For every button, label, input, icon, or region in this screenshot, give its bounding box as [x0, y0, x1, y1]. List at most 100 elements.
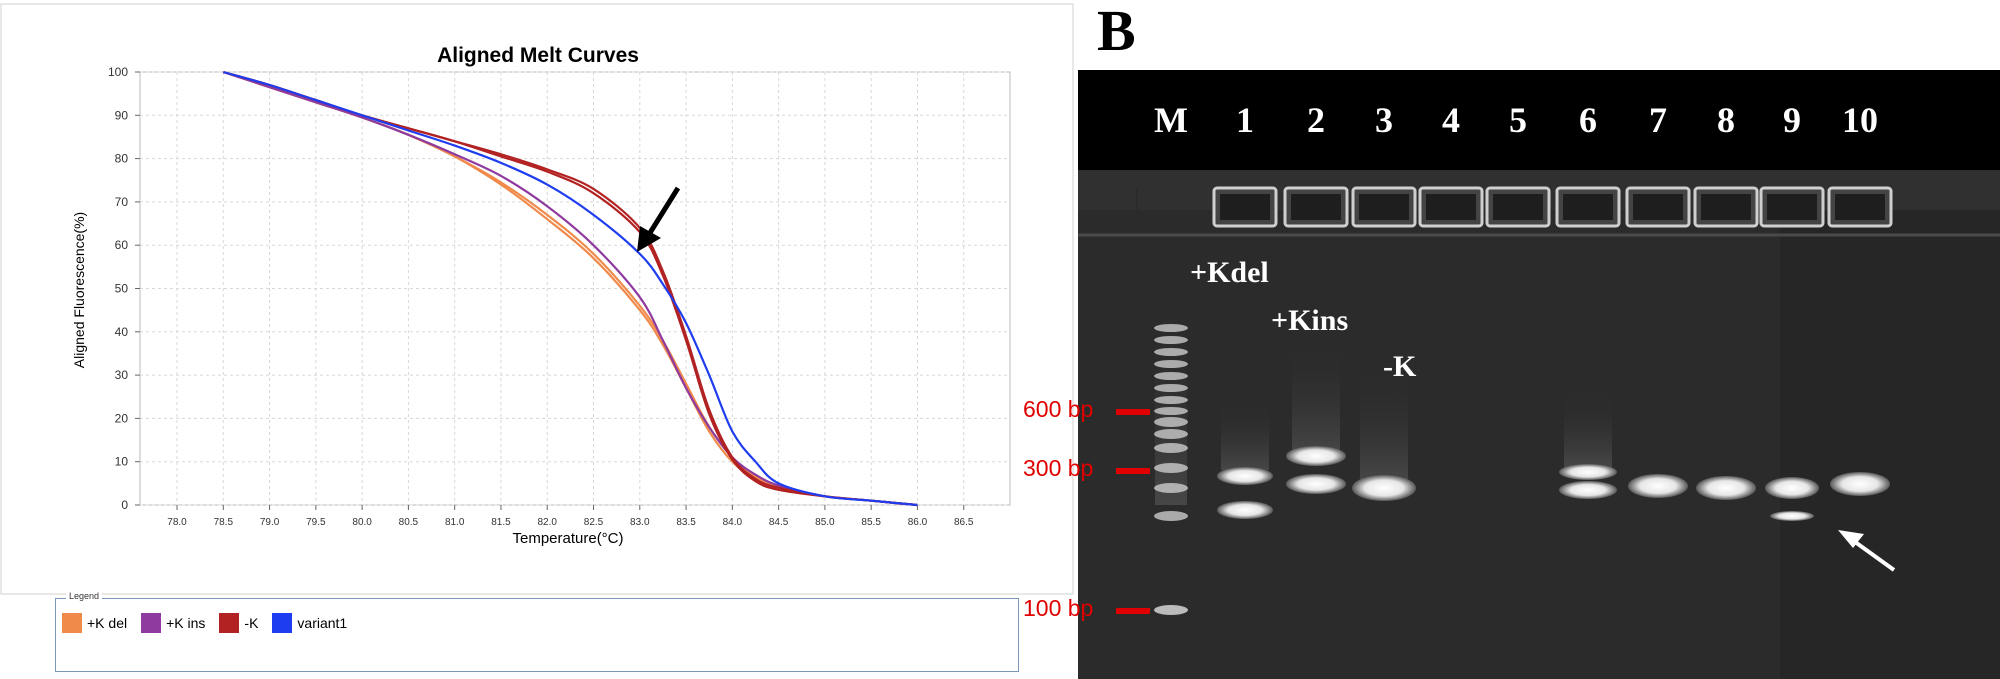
sample-label-kins: +Kins [1271, 304, 1348, 337]
lane-label-2: 2 [1307, 100, 1325, 140]
well-inner [1426, 194, 1476, 220]
lane-smear [1292, 340, 1340, 455]
lane-label-4: 4 [1442, 100, 1460, 140]
ladder-band [1154, 407, 1188, 415]
band-lane-3 [1352, 475, 1416, 501]
y-tick-label: 0 [121, 498, 128, 512]
ladder-band [1154, 429, 1188, 439]
sample-label-kdel: +Kdel [1190, 256, 1269, 289]
well-inner [1835, 194, 1885, 220]
lane-label-5: 5 [1509, 100, 1527, 140]
legend-item: +K ins [141, 613, 205, 633]
band-lane-6 [1559, 481, 1617, 499]
wells [1136, 186, 1893, 228]
x-tick-label: 78.0 [167, 517, 187, 528]
melt-curve-chart: Aligned Melt Curves 78.0 78.5 79.0 79.5 80.0… [0, 3, 1074, 595]
lane-labels: M 1 2 3 4 5 6 7 8 9 10 [1154, 100, 1878, 140]
panel-b-gel: M 1 2 3 4 5 6 7 8 9 10 +Kdel +Kins -K 600 bp 300 b… [1023, 70, 2000, 679]
lane-label-6: 6 [1579, 100, 1597, 140]
gel-header [1078, 70, 2000, 170]
legend-label-minus-k: -K [244, 615, 259, 631]
panel-b-label: B [1097, 0, 1136, 63]
y-tick-label: 40 [115, 325, 129, 339]
ladder-band [1154, 348, 1188, 356]
lane-label-3: 3 [1375, 100, 1393, 140]
y-tick-label: 90 [115, 108, 129, 122]
lane-smear [1221, 400, 1269, 470]
x-tick-label: 84.0 [723, 517, 743, 528]
gel-image: M 1 2 3 4 5 6 7 8 9 10 +Kdel +Kins -K [1078, 70, 2000, 679]
band-lane-1 [1217, 467, 1273, 485]
y-tick-label: 60 [115, 238, 129, 252]
chart-title: Aligned Melt Curves [437, 44, 639, 67]
x-tick-label: 79.5 [306, 517, 326, 528]
x-tick-label: 85.0 [815, 517, 835, 528]
ladder-band [1154, 384, 1188, 392]
y-tick-label: 50 [115, 282, 129, 296]
x-tick-label: 83.0 [630, 517, 650, 528]
ladder-band [1154, 372, 1188, 380]
grid [139, 71, 1011, 506]
legend-title: Legend [66, 591, 103, 601]
lane-label-1: 1 [1236, 100, 1254, 140]
legend: Legend +K del +K ins -K variant1 [55, 591, 1019, 672]
x-tick-label: 78.5 [214, 517, 234, 528]
legend-swatch-k-del [62, 613, 82, 633]
marker-label-100: 100 bp [1023, 595, 1094, 621]
ladder-band [1154, 483, 1188, 493]
ladder-band [1154, 360, 1188, 368]
band-lane-2 [1286, 474, 1346, 494]
well-inner [1767, 194, 1817, 220]
band-lane-8 [1696, 476, 1756, 500]
x-tick-label: 80.0 [352, 517, 372, 528]
legend-label-k-del: +K del [87, 615, 128, 631]
well-inner [1633, 194, 1683, 220]
marker-label-600: 600 bp [1023, 396, 1094, 422]
lane-label-10: 10 [1842, 100, 1878, 140]
lane9-arrow [1838, 530, 1896, 572]
ladder-band [1154, 417, 1188, 427]
band-lane-9 [1765, 477, 1819, 499]
legend-swatch-variant1 [272, 613, 293, 633]
x-tick-label: 83.5 [676, 517, 696, 528]
y-tick-label: 30 [115, 368, 129, 382]
well-inner [1493, 194, 1543, 220]
legend-item: variant1 [272, 613, 347, 633]
axes: 78.0 78.5 79.0 79.5 80.0 80.5 81.0 81.5 82.0 82.5… [108, 65, 974, 528]
well-inner [1563, 194, 1613, 220]
y-tick-label: 20 [115, 411, 129, 425]
x-tick-label: 80.5 [399, 517, 419, 528]
ladder-band [1154, 463, 1188, 473]
legend-item: +K del [62, 613, 127, 633]
x-axis-label: Temperature(°C) [512, 530, 623, 547]
well-inner [1220, 194, 1270, 220]
y-tick-label: 10 [115, 455, 129, 469]
series-line--k-ins-2 [222, 70, 918, 507]
band-lane-2 [1286, 446, 1346, 466]
marker-tick-100 [1116, 608, 1150, 614]
lane-smear [1564, 390, 1612, 468]
y-tick-label: 70 [115, 195, 129, 209]
marker-tick-600 [1116, 409, 1150, 415]
annotation-arrow [637, 186, 681, 252]
legend-item: -K [219, 613, 258, 633]
x-tick-label: 86.5 [954, 517, 974, 528]
ladder-band [1154, 324, 1188, 332]
legend-label-variant1: variant1 [297, 615, 348, 631]
x-tick-label: 81.0 [445, 517, 465, 528]
x-tick-label: 79.0 [260, 517, 280, 528]
x-tick-label: 86.0 [908, 517, 928, 528]
lane-label-9: 9 [1783, 100, 1801, 140]
y-tick-label: 80 [115, 152, 129, 166]
x-tick-label: 84.5 [769, 517, 789, 528]
lane-label-8: 8 [1717, 100, 1735, 140]
x-tick-label: 81.5 [491, 517, 511, 528]
y-tick-label: 100 [108, 65, 128, 79]
bands [1154, 315, 1890, 615]
marker-label-300: 300 bp [1023, 455, 1094, 481]
well-inner [1701, 194, 1751, 220]
band-lane-9 [1770, 511, 1814, 521]
band-lane-6 [1559, 464, 1617, 480]
y-axis-label: Aligned Fluorescence(%) [71, 212, 87, 368]
well-inner [1359, 194, 1409, 220]
